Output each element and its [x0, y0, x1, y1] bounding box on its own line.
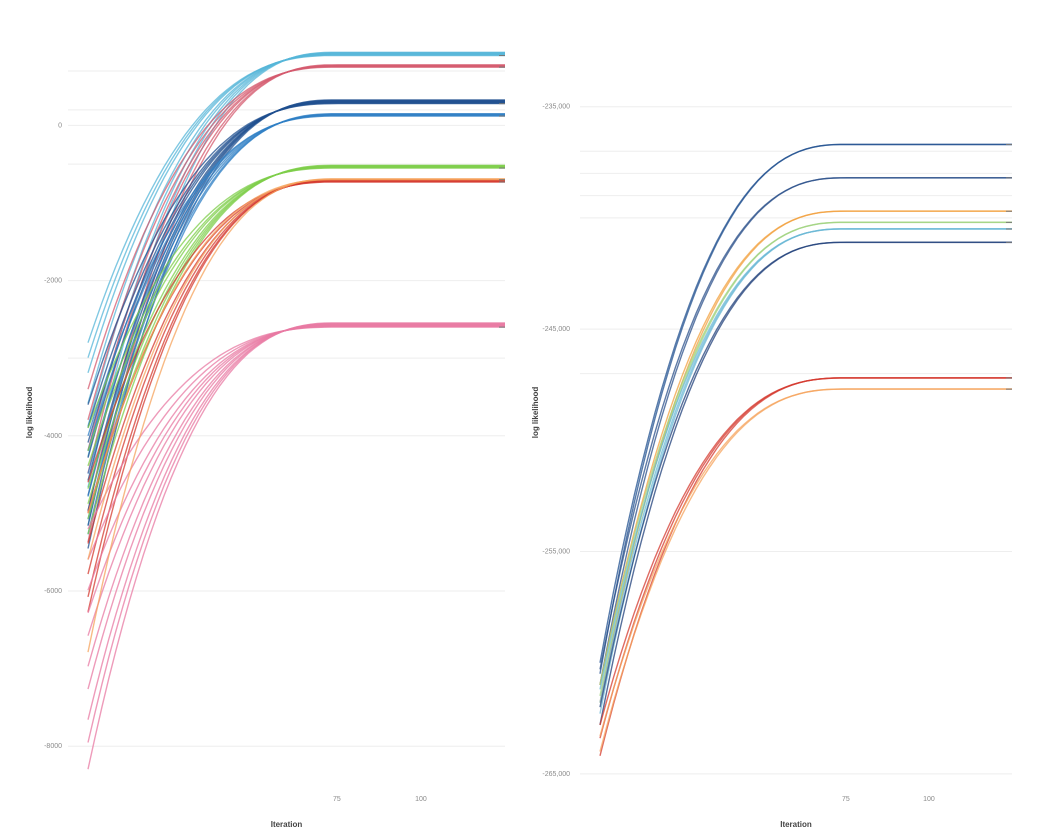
series-line [87, 180, 505, 544]
x-tick-label: 100 [415, 796, 427, 803]
series-line [87, 180, 505, 514]
y-tick-label: -255,000 [542, 548, 570, 555]
y-tick-label: -6000 [44, 588, 62, 595]
series-line [87, 178, 505, 653]
left-panel: 0 -2000 -4000 -6000 -8000 75 100 Iteration log l… [25, 51, 505, 829]
x-axis-title: Iteration [780, 820, 812, 829]
series-line [599, 241, 1012, 725]
series-line [599, 388, 1012, 752]
x-tick-label: 100 [923, 796, 935, 803]
x-tick-label: 75 [842, 796, 850, 803]
x-tick-label: 75 [333, 796, 341, 803]
series-line [599, 241, 1012, 708]
series-line [87, 324, 505, 636]
y-tick-label: -245,000 [542, 326, 570, 333]
series-line [599, 377, 1012, 756]
y-tick-label: -2000 [44, 278, 62, 285]
series-line [87, 167, 505, 429]
series-line [87, 178, 505, 560]
right-panel: -235,000 -245,000 -255,000 -265,000 75 100 Ite… [531, 104, 1012, 829]
series-line [87, 322, 505, 770]
y-tick-label: -235,000 [542, 104, 570, 111]
y-tick-label: 0 [58, 122, 62, 129]
series-line [87, 113, 505, 520]
x-axis-title: Iteration [271, 820, 303, 829]
y-tick-label: -265,000 [542, 771, 570, 778]
y-tick-label: -4000 [44, 433, 62, 440]
series-line [87, 166, 505, 467]
series-line [599, 143, 1012, 674]
series-line [599, 228, 1012, 703]
series-line [87, 326, 505, 560]
series-line [599, 177, 1012, 670]
series-line [599, 228, 1012, 714]
y-axis-title: log likelihood [531, 387, 540, 439]
series-line [87, 325, 505, 614]
y-axis-title: log likelihood [25, 387, 34, 439]
series-line [87, 323, 505, 690]
series-line [87, 165, 505, 504]
series-line [599, 177, 1012, 685]
y-tick-label: -8000 [44, 743, 62, 750]
